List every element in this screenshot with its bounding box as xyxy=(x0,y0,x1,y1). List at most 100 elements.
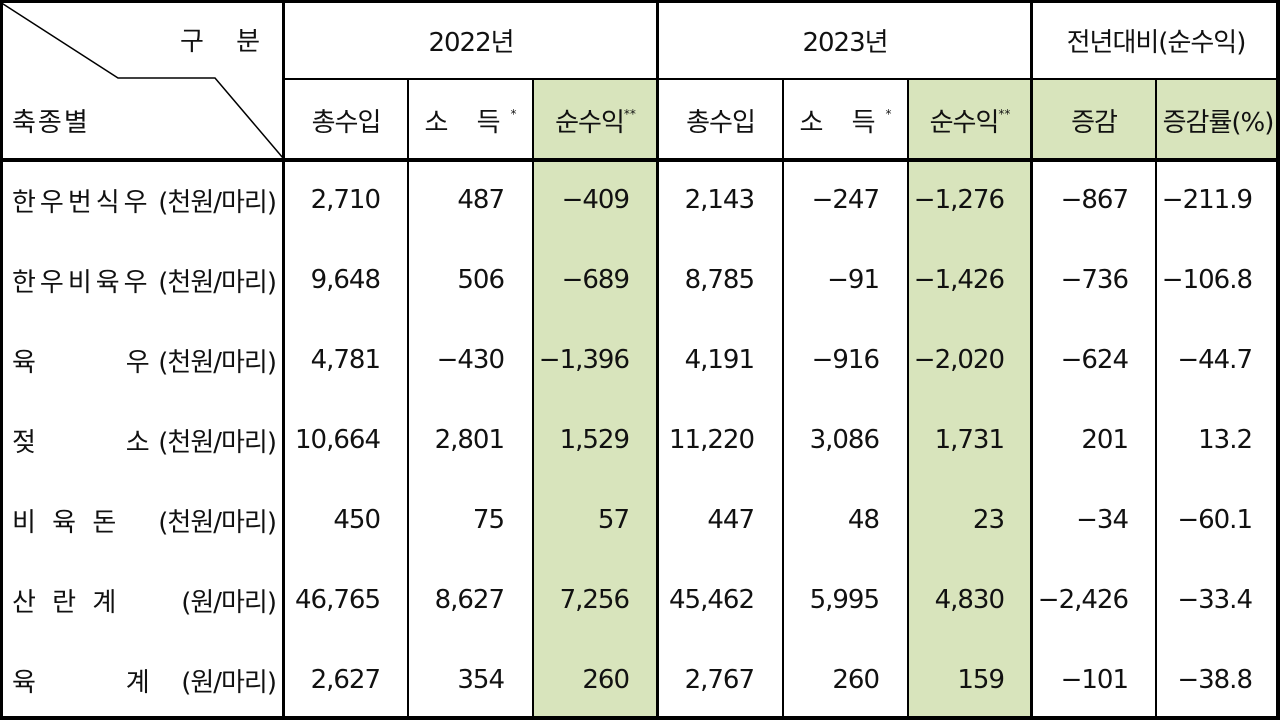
col-income-2022-mark: * xyxy=(510,107,517,121)
table-cell: 11,220 xyxy=(669,425,755,455)
table-cell: 2,143 xyxy=(684,185,755,215)
table-cell: −867 xyxy=(1060,185,1129,215)
row-name: 한우비육우 xyxy=(12,267,152,298)
table-cell: −430 xyxy=(436,345,505,375)
vline-2023-1 xyxy=(782,79,784,720)
table-cell: −247 xyxy=(811,185,880,215)
table-cell: 447 xyxy=(707,505,755,535)
table-cell: 260 xyxy=(832,665,880,695)
table-cell: 8,785 xyxy=(684,265,755,295)
row-name: 육 계 xyxy=(12,667,154,698)
row-name: 비 육 돈 xyxy=(12,507,121,538)
border-right xyxy=(1276,0,1280,720)
row-unit: (천원/마리) xyxy=(158,347,277,378)
vline-label xyxy=(282,0,285,720)
table-cell: −2,020 xyxy=(913,345,1005,375)
table-cell: 2,767 xyxy=(684,665,755,695)
table-cell: −1,276 xyxy=(913,185,1005,215)
table-cell: 354 xyxy=(457,665,505,695)
vline-compare xyxy=(1030,0,1033,720)
table-cell: −33.4 xyxy=(1177,585,1253,615)
table-cell: 1,731 xyxy=(934,425,1005,455)
corner-bottom-label: 축종별 xyxy=(12,107,90,138)
table-cell: −624 xyxy=(1060,345,1129,375)
table-cell: 5,995 xyxy=(809,585,880,615)
table-cell: 1,529 xyxy=(559,425,630,455)
table-cell: 45,462 xyxy=(669,585,755,615)
row-label: 육 계 (원/마리) xyxy=(0,640,282,720)
col-change: 증감 xyxy=(1071,107,1118,138)
table-cell: 4,830 xyxy=(934,585,1005,615)
table-cell: −44.7 xyxy=(1177,345,1253,375)
table-cell: 7,256 xyxy=(559,585,630,615)
row-label: 비 육 돈 (천원/마리) xyxy=(0,480,282,560)
table-cell: −34 xyxy=(1076,505,1129,535)
table-cell: 8,627 xyxy=(434,585,505,615)
border-bottom xyxy=(0,716,1280,720)
table-cell: −211.9 xyxy=(1161,185,1253,215)
corner-diagonal xyxy=(0,1,284,159)
col-profit-2023-label: 순수익 xyxy=(929,107,1000,138)
row-label: 한우비육우 (천원/마리) xyxy=(0,240,282,320)
col-income-2022-label: 소 득 xyxy=(424,107,511,138)
row-label: 한우번식우 (천원/마리) xyxy=(0,160,282,240)
profit-2022-shade xyxy=(533,80,657,720)
table-cell: −38.8 xyxy=(1177,665,1253,695)
table-cell: 2,627 xyxy=(310,665,381,695)
table-cell: −2,426 xyxy=(1037,585,1129,615)
vline-2022-2 xyxy=(532,79,534,720)
col-total-2023-label: 총수입 xyxy=(686,107,756,138)
col-total-2022: 총수입 xyxy=(284,80,408,160)
table-cell: −409 xyxy=(561,185,630,215)
border-top xyxy=(0,0,1280,3)
col-income-2023: 소 득 * xyxy=(783,80,908,160)
table-cell: 75 xyxy=(472,505,505,535)
table-cell: 9,648 xyxy=(310,265,381,295)
table-cell: 506 xyxy=(457,265,505,295)
profit-2023-shade xyxy=(908,80,1032,720)
row-name: 젖 소 xyxy=(12,427,154,458)
row-label: 젖 소 (천원/마리) xyxy=(0,400,282,480)
header-mid-line xyxy=(284,78,1280,80)
col-rate: 증감률(%) xyxy=(1162,107,1275,138)
row-unit: (천원/마리) xyxy=(158,507,277,538)
row-unit: (천원/마리) xyxy=(158,427,277,458)
col-total-2023: 총수입 xyxy=(658,80,783,160)
row-unit: (천원/마리) xyxy=(158,187,277,218)
table-cell: −60.1 xyxy=(1177,505,1253,535)
table-cell: −101 xyxy=(1060,665,1129,695)
table-cell: 23 xyxy=(972,505,1005,535)
vline-2023-2 xyxy=(907,79,909,720)
table-cell: −1,396 xyxy=(538,345,630,375)
table-cell: −91 xyxy=(827,265,880,295)
border-left xyxy=(0,0,3,720)
table-cell: 159 xyxy=(957,665,1005,695)
table-cell: −736 xyxy=(1060,265,1129,295)
table-cell: 10,664 xyxy=(295,425,381,455)
table-cell: 260 xyxy=(582,665,630,695)
table-cell: −689 xyxy=(561,265,630,295)
table-cell: 450 xyxy=(333,505,381,535)
table-cell: 57 xyxy=(597,505,630,535)
table-cell: 201 xyxy=(1081,425,1129,455)
vline-year xyxy=(656,0,659,720)
col-profit-2023-mark: ** xyxy=(998,107,1011,121)
row-label: 육 우 (천원/마리) xyxy=(0,320,282,400)
col-profit-2022-mark: ** xyxy=(623,107,636,121)
table-cell: 4,781 xyxy=(310,345,381,375)
table-cell: −916 xyxy=(811,345,880,375)
table-cell: 3,086 xyxy=(809,425,880,455)
table-cell: 2,710 xyxy=(310,185,381,215)
table-cell: 48 xyxy=(847,505,880,535)
table-cell: 4,191 xyxy=(684,345,755,375)
row-unit: (원/마리) xyxy=(181,667,277,698)
col-income-2022: 소 득 * xyxy=(408,80,533,160)
col-profit-2022: 순수익 ** xyxy=(533,80,658,160)
table-cell: 13.2 xyxy=(1198,425,1253,455)
col-income-2023-mark: * xyxy=(885,107,892,121)
row-name: 육 우 xyxy=(12,347,154,378)
compare-header: 전년대비(순수익) xyxy=(1066,27,1247,58)
header-separator xyxy=(0,158,1280,162)
col-income-2023-label: 소 득 xyxy=(799,107,886,138)
